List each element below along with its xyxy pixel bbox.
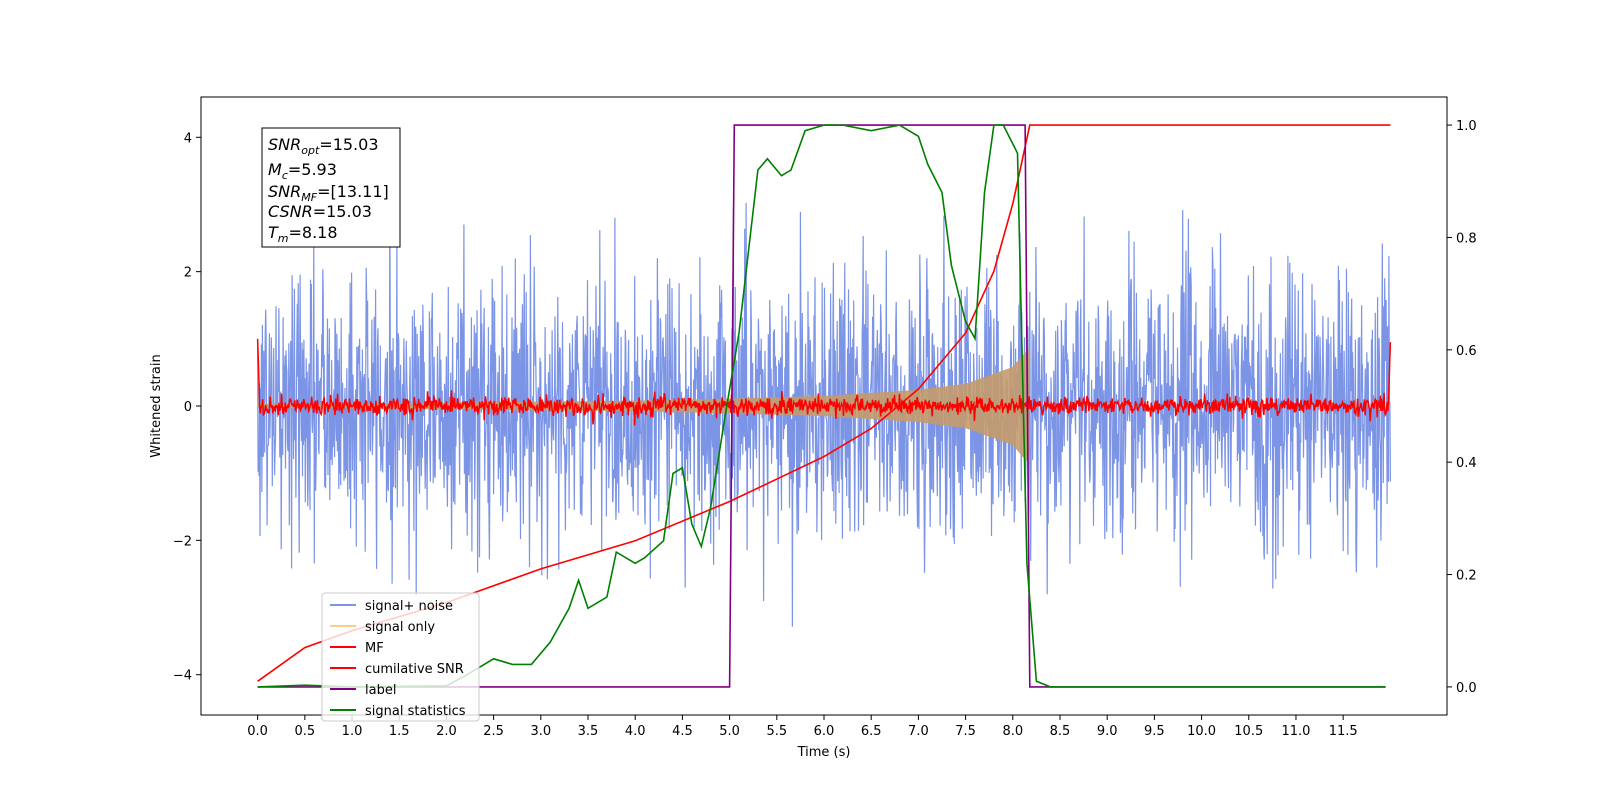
series-mf xyxy=(256,338,1392,426)
x-tick-label: 5.5 xyxy=(766,724,787,739)
legend-label: signal+ noise xyxy=(365,599,453,614)
info-csnr: CSNR=15.03 xyxy=(268,202,372,221)
x-tick-label: 11.0 xyxy=(1281,724,1310,739)
x-tick-label: 7.0 xyxy=(908,724,929,739)
y-left-tick-label: −2 xyxy=(173,534,192,549)
x-tick-label: 10.5 xyxy=(1234,724,1263,739)
x-tick-label: 10.0 xyxy=(1187,724,1216,739)
y-right-tick-label: 0.2 xyxy=(1456,569,1477,584)
legend-frame xyxy=(321,592,480,722)
y-right-tick-label: 0.4 xyxy=(1456,456,1477,471)
x-tick-label: 8.0 xyxy=(1002,724,1023,739)
x-tick-label: 6.0 xyxy=(814,724,835,739)
x-tick-label: 8.5 xyxy=(1050,724,1071,739)
y-left-tick-label: 0 xyxy=(184,400,192,415)
x-tick-label: 7.5 xyxy=(955,724,976,739)
x-tick-label: 4.0 xyxy=(625,724,646,739)
legend-label: signal statistics xyxy=(365,704,466,719)
x-tick-label: 3.5 xyxy=(578,724,599,739)
x-tick-label: 1.5 xyxy=(389,724,410,739)
y-right-tick-label: 0.8 xyxy=(1456,231,1477,246)
series-signal-statistics xyxy=(257,124,1386,688)
info-mc: Mc=5.93 xyxy=(268,160,337,182)
x-axis-label: Time (s) xyxy=(797,745,851,760)
y-left-tick-label: −4 xyxy=(173,669,192,684)
x-tick-label: 9.0 xyxy=(1097,724,1118,739)
legend: signal+ noise signal only MF cumilative SNR… xyxy=(321,592,480,722)
x-tick-label: 2.5 xyxy=(483,724,504,739)
y-right-tick-label: 0.0 xyxy=(1456,681,1477,696)
legend-label: cumilative SNR xyxy=(365,662,464,677)
y-left-tick-label: 2 xyxy=(184,266,192,281)
y-left-tick-label: 4 xyxy=(184,131,192,146)
x-tick-label: 4.5 xyxy=(672,724,693,739)
y-axis-label: Whitened strain xyxy=(149,354,164,457)
x-tick-label: 0.0 xyxy=(247,724,268,739)
x-tick-label: 0.5 xyxy=(294,724,315,739)
legend-label: label xyxy=(365,683,396,698)
y-right-tick-label: 0.6 xyxy=(1456,344,1477,359)
x-tick-label: 3.0 xyxy=(530,724,551,739)
x-tick-label: 2.0 xyxy=(436,724,457,739)
x-tick-label: 11.5 xyxy=(1329,724,1358,739)
info-box: SNRopt=15.03 Mc=5.93 SNRMF=[13.11] CSNR=… xyxy=(261,127,401,248)
x-tick-label: 6.5 xyxy=(861,724,882,739)
legend-label: MF xyxy=(365,641,384,656)
x-tick-label: 9.5 xyxy=(1144,724,1165,739)
x-tick-label: 1.0 xyxy=(342,724,363,739)
info-snr-mf: SNRMF=[13.11] xyxy=(268,182,389,204)
legend-label: signal only xyxy=(365,620,435,635)
x-tick-label: 5.0 xyxy=(719,724,740,739)
info-snr-opt: SNRopt=15.03 xyxy=(268,135,379,157)
y-right-tick-label: 1.0 xyxy=(1456,119,1477,134)
info-tm: Tm=8.18 xyxy=(268,223,338,245)
